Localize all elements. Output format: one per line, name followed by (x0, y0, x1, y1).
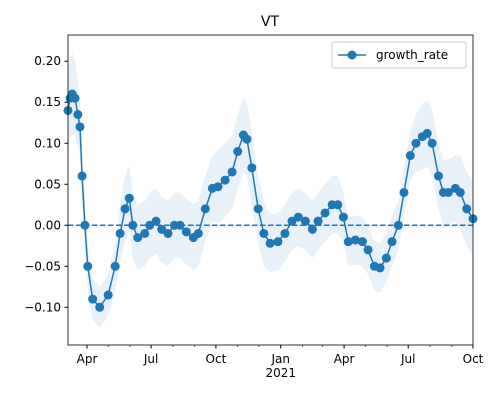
confidence-band (68, 53, 473, 328)
data-point (443, 187, 453, 197)
x-tick-label: Apr (334, 352, 355, 366)
data-point (411, 138, 421, 148)
data-point (350, 235, 360, 245)
data-point (363, 245, 373, 255)
y-tick-label: 0.00 (34, 218, 61, 232)
data-point (128, 220, 138, 230)
data-point (293, 212, 303, 222)
data-point (95, 302, 105, 312)
data-point (175, 220, 185, 230)
x-tick-label: Oct (206, 352, 227, 366)
data-point (151, 216, 161, 226)
data-point (265, 238, 275, 248)
data-point (259, 228, 269, 238)
data-point (213, 182, 223, 192)
data-point (427, 138, 437, 148)
data-point (422, 128, 432, 138)
data-point (273, 237, 283, 247)
data-point (233, 146, 243, 156)
legend-box (331, 41, 467, 69)
y-tick-label: 0.20 (34, 54, 61, 68)
data-point (70, 93, 80, 103)
y-tick-label: 0.05 (34, 177, 61, 191)
data-point (462, 204, 472, 214)
data-point (133, 233, 143, 243)
data-point (320, 208, 330, 218)
data-point (83, 261, 93, 271)
data-point (387, 237, 397, 247)
data-point (393, 220, 403, 230)
x-tick-label: Oct (463, 352, 484, 366)
legend-label: growth_rate (376, 48, 448, 62)
data-point (247, 163, 257, 173)
data-point (200, 204, 210, 214)
legend-marker (347, 50, 357, 60)
data-point (140, 228, 150, 238)
data-point (163, 228, 173, 238)
x-tick-label: Jan 2021 (265, 352, 296, 380)
data-point (103, 290, 113, 300)
data-point (338, 212, 348, 222)
data-point (115, 228, 125, 238)
data-point (242, 134, 252, 144)
data-point (88, 294, 98, 304)
data-point (375, 263, 385, 273)
y-tick-label: 0.15 (34, 95, 61, 109)
data-point (399, 187, 409, 197)
y-tick-label: −0.10 (24, 300, 61, 314)
data-point (124, 193, 134, 203)
data-point (75, 122, 85, 132)
data-point (77, 171, 87, 181)
data-point (405, 151, 415, 161)
data-point (193, 228, 203, 238)
data-point (227, 167, 237, 177)
data-point (80, 220, 90, 230)
data-point (307, 224, 317, 234)
data-point (313, 216, 323, 226)
data-point (280, 228, 290, 238)
chart-title: VT (261, 14, 280, 30)
data-point (120, 204, 130, 214)
data-point (253, 204, 263, 214)
plot-frame (67, 34, 474, 346)
data-point (455, 187, 465, 197)
y-tick-label: 0.10 (34, 136, 61, 150)
data-point (73, 110, 83, 120)
data-point (357, 237, 367, 247)
data-point (300, 216, 310, 226)
data-point (381, 253, 391, 263)
data-point (433, 171, 443, 181)
data-point (220, 175, 230, 185)
data-point (333, 200, 343, 210)
data-point (343, 237, 353, 247)
x-tick-label: Apr (77, 352, 98, 366)
x-tick-label: Jul (400, 352, 415, 366)
y-tick-label: −0.05 (24, 259, 61, 273)
data-point (181, 227, 191, 237)
x-tick-label: Jul (143, 352, 158, 366)
data-point (110, 261, 120, 271)
